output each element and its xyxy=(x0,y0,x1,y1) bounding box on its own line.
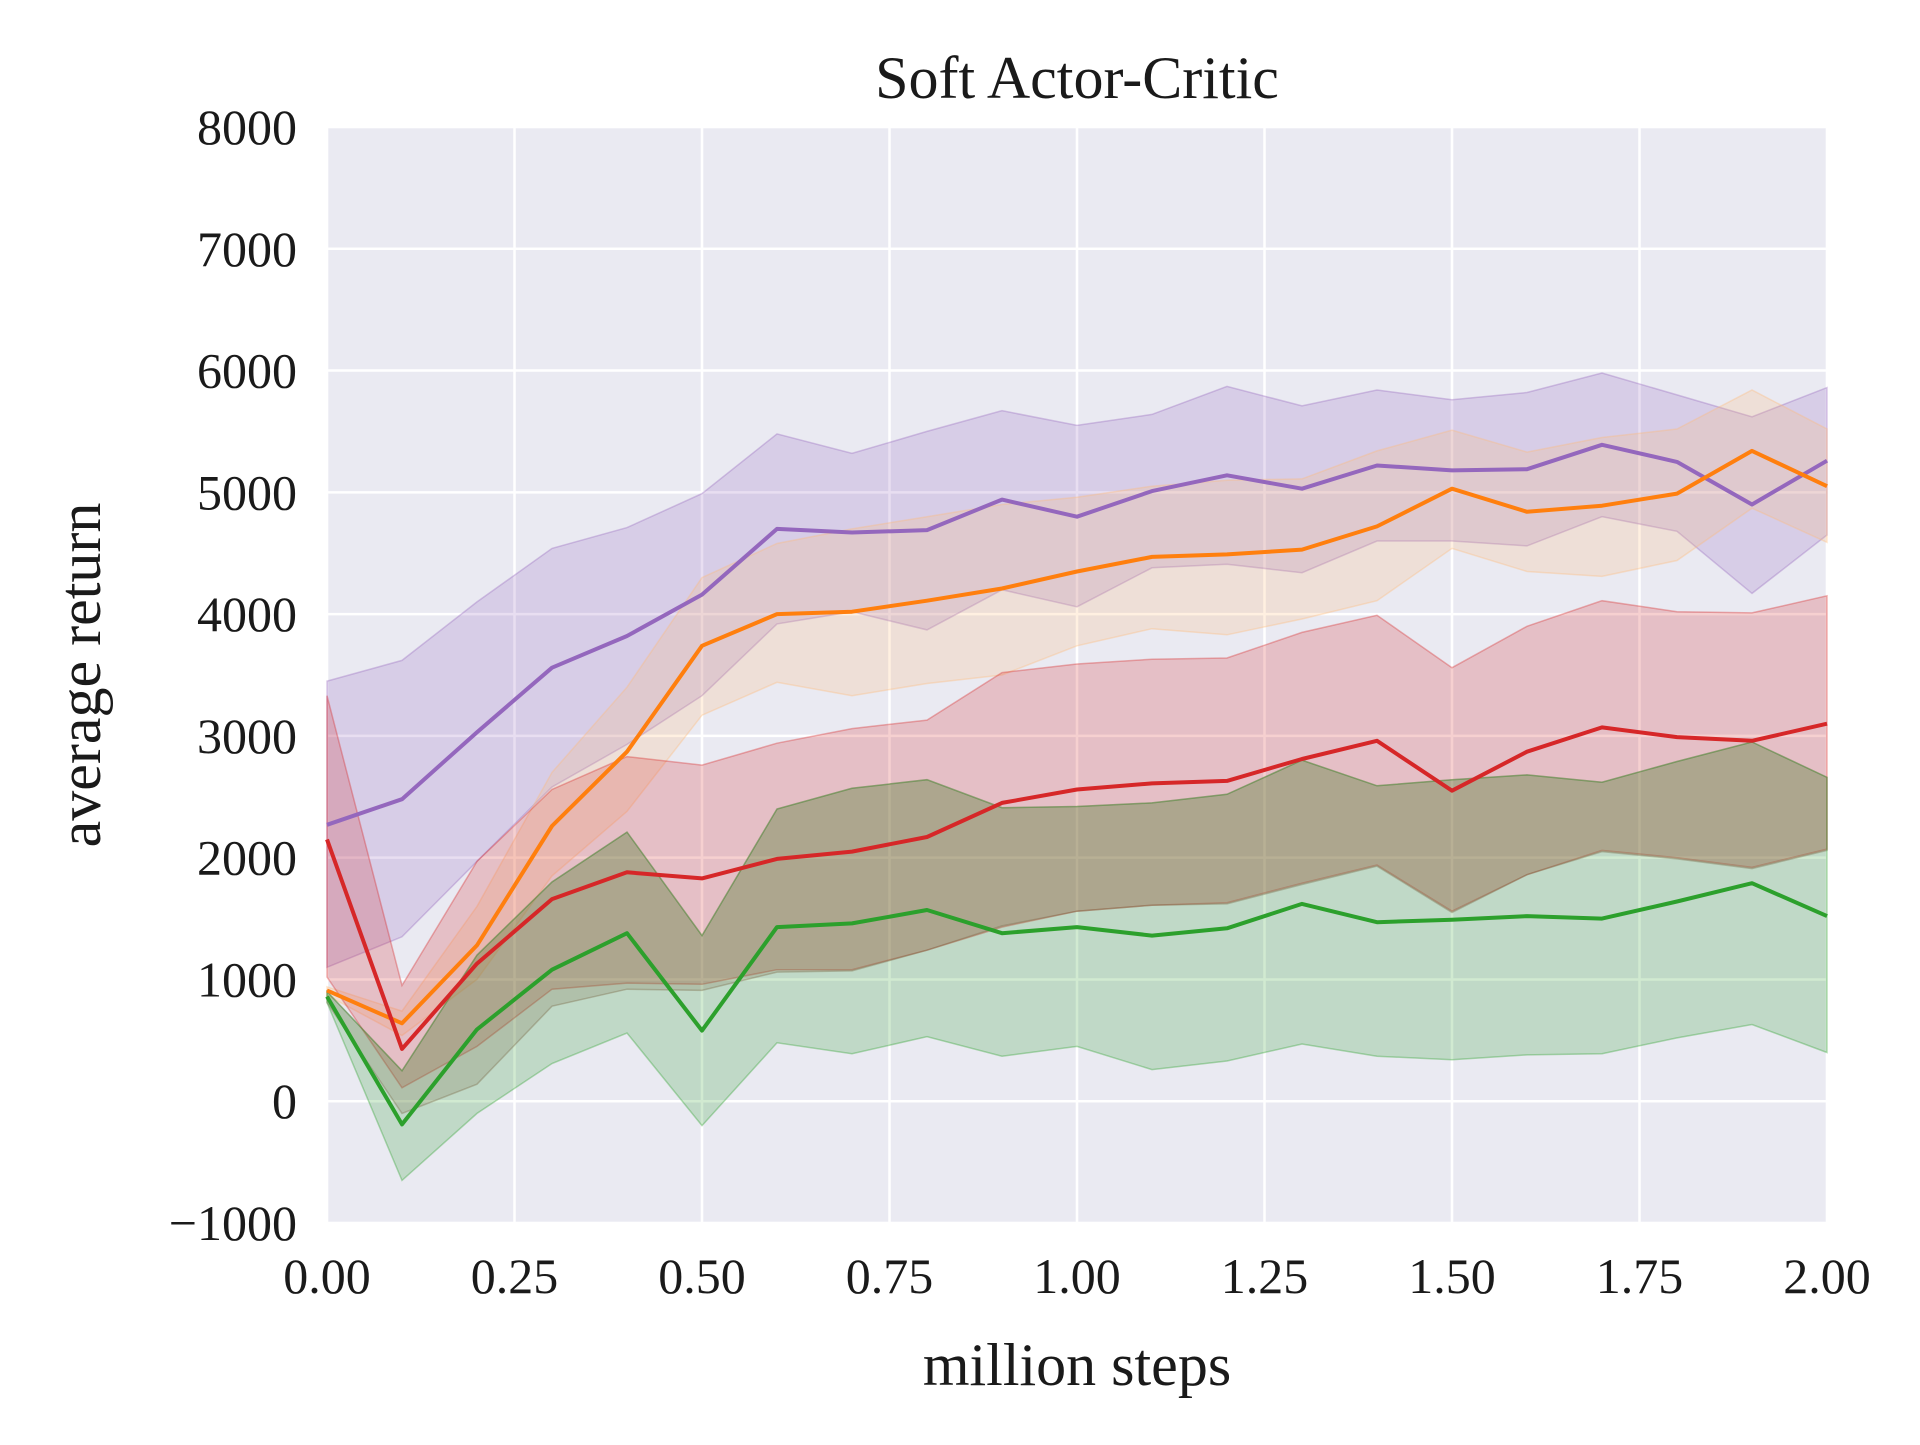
y-tick-label: 8000 xyxy=(197,99,297,155)
y-tick-label: −1000 xyxy=(169,1195,297,1251)
y-axis-label: average return xyxy=(47,503,113,848)
x-tick-label: 0.00 xyxy=(283,1248,371,1304)
chart-title: Soft Actor-Critic xyxy=(875,45,1279,111)
y-tick-label: 2000 xyxy=(197,830,297,886)
series-line-0 xyxy=(326,442,1829,827)
y-tick-label: 7000 xyxy=(197,221,297,277)
band-4 xyxy=(326,741,1828,1115)
series-lines xyxy=(325,442,1829,1127)
y-tick-label: 4000 xyxy=(197,586,297,642)
x-tick-labels: 0.00 0.25 0.50 0.75 1.00 1.25 1.50 1.75 2.00 xyxy=(283,1248,1871,1304)
y-tick-label: 1000 xyxy=(197,951,297,1007)
y-tick-label: 0 xyxy=(272,1073,297,1129)
x-tick-label: 0.50 xyxy=(658,1248,746,1304)
series-line-1 xyxy=(326,448,1828,1026)
band-3 xyxy=(326,594,1828,1089)
series-line-5 xyxy=(325,881,1828,1127)
x-tick-label: 1.25 xyxy=(1221,1248,1309,1304)
band-2 xyxy=(326,389,1828,1037)
grid-lines xyxy=(325,125,1829,1225)
y-tick-label: 6000 xyxy=(197,343,297,399)
y-tick-label: 3000 xyxy=(197,708,297,764)
x-tick-label: 1.75 xyxy=(1596,1248,1684,1304)
band-5 xyxy=(326,741,1828,1182)
x-tick-label: 2.00 xyxy=(1783,1248,1871,1304)
x-tick-label: 0.75 xyxy=(846,1248,934,1304)
x-tick-label: 0.25 xyxy=(471,1248,559,1304)
x-tick-label: 1.50 xyxy=(1408,1248,1496,1304)
series-line-3 xyxy=(325,721,1828,1051)
y-tick-labels: −1000 0 1000 2000 3000 4000 5000 6000 7000 8000 xyxy=(169,99,297,1251)
x-axis-label: million steps xyxy=(923,1332,1231,1398)
y-tick-label: 5000 xyxy=(197,464,297,520)
confidence-bands xyxy=(326,372,1828,1182)
x-tick-label: 1.00 xyxy=(1033,1248,1121,1304)
band-0 xyxy=(326,372,1828,969)
